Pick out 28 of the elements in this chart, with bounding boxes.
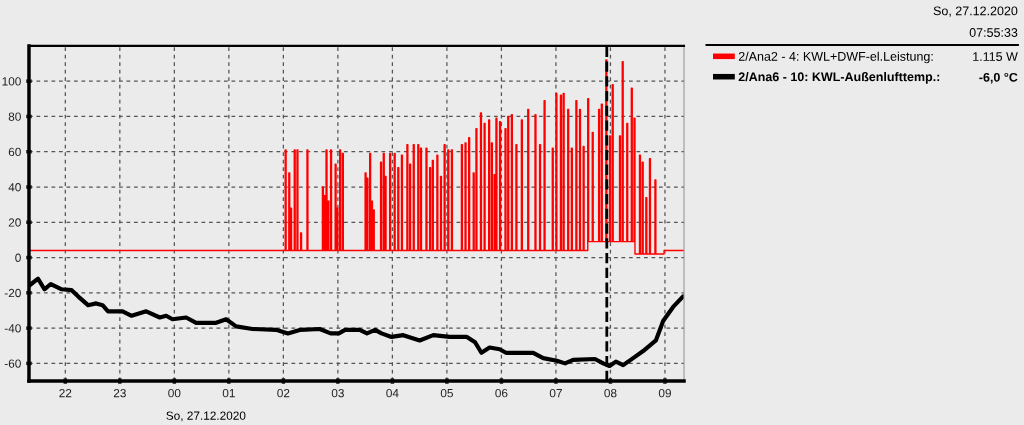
x-tick-label: 03 xyxy=(331,388,344,398)
x-tick-label: 09 xyxy=(658,388,671,398)
x-tick-label: 06 xyxy=(495,388,508,398)
x-tick-label: 01 xyxy=(222,388,235,398)
x-tick-label: 07 xyxy=(549,388,562,398)
y-tick-label: -20 xyxy=(4,288,21,298)
x-tick-label: 02 xyxy=(277,388,290,398)
x-tick-label: 05 xyxy=(440,388,453,398)
text: -6,0 °C xyxy=(979,72,1018,84)
legend-label: 2/Ana6 - 10: KWL-Außenlufttemp.: xyxy=(738,72,940,84)
y-tick-label: 20 xyxy=(8,218,21,227)
x-axis-title: So, 27.12.2020 xyxy=(166,411,246,422)
x-tick-label: 04 xyxy=(386,388,399,398)
y-tick-label: 100 xyxy=(2,77,21,86)
y-tick-label: 0 xyxy=(15,253,21,262)
x-tick-label: 22 xyxy=(59,388,72,398)
legend-label: 2/Ana2 - 4: KWL+DWF-el.Leistung: xyxy=(738,51,933,64)
text: So, 27.12.2020 xyxy=(933,6,1018,17)
x-tick-label: 23 xyxy=(113,388,126,398)
y-tick-label: -40 xyxy=(4,324,21,333)
y-tick-label: 60 xyxy=(8,147,21,157)
text: 1.115 W xyxy=(973,52,1018,61)
y-tick-label: -60 xyxy=(4,359,21,368)
y-tick-label: 80 xyxy=(8,112,21,121)
text: 07:55:33 xyxy=(969,28,1018,37)
x-tick-label: 00 xyxy=(168,388,181,398)
x-tick-label: 08 xyxy=(604,388,617,398)
y-tick-label: 40 xyxy=(8,183,21,192)
